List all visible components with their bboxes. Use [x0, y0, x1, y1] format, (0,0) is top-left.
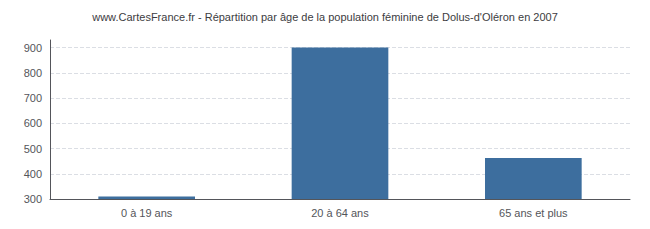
svg-text:400: 400 — [24, 168, 42, 180]
svg-text:0 à 19 ans: 0 à 19 ans — [121, 207, 173, 219]
svg-text:500: 500 — [24, 143, 42, 155]
svg-text:65 ans et plus: 65 ans et plus — [499, 207, 568, 219]
svg-text:600: 600 — [24, 117, 42, 129]
svg-text:700: 700 — [24, 92, 42, 104]
svg-text:20 à 64 ans: 20 à 64 ans — [311, 207, 369, 219]
svg-text:900: 900 — [24, 42, 42, 54]
svg-text:300: 300 — [24, 193, 42, 205]
svg-text:800: 800 — [24, 67, 42, 79]
svg-text:www.CartesFrance.fr - Répartit: www.CartesFrance.fr - Répartition par âg… — [91, 11, 558, 23]
